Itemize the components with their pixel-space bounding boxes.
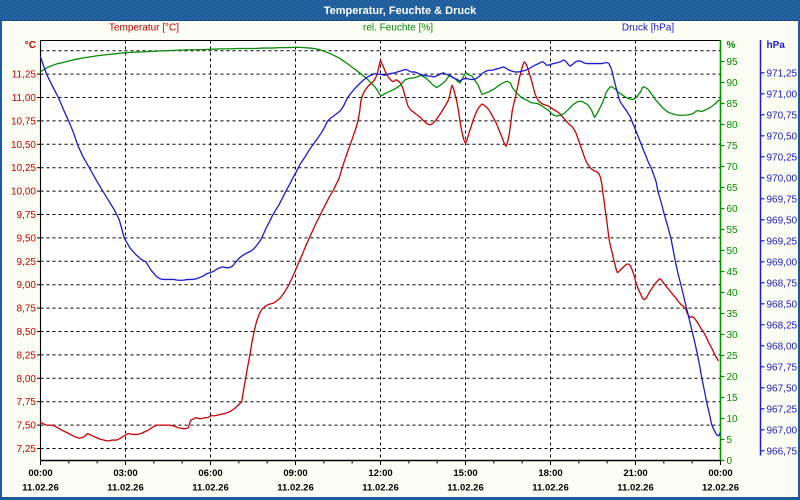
pressure-tick-label: 969,75	[767, 194, 798, 205]
humidity-tick-label: 70	[727, 162, 739, 173]
temp-tick-label: 7,25	[17, 444, 37, 455]
pressure-tick-label: 970,00	[767, 173, 798, 184]
temp-tick-label: 11,00	[12, 93, 37, 104]
humidity-tick-label: 5	[727, 435, 733, 446]
pressure-tick-label: 966,75	[767, 446, 798, 457]
humidity-tick-label: 10	[727, 414, 739, 425]
temp-tick-label: 7,50	[17, 421, 37, 432]
temp-axis: 11,25 11,00 10,75 10,50 10,25 10,00 9,75 9,50 9,…	[11, 40, 41, 455]
humidity-tick-label: 40	[727, 288, 739, 299]
pressure-tick-label: 970,25	[767, 152, 798, 163]
x-time-label: 18:00	[538, 468, 562, 479]
x-date-label: 11.02.26	[22, 483, 58, 494]
title-bar-background	[0, 0, 800, 20]
x-date-label: 11.02.26	[107, 483, 143, 494]
temp-tick-label: 9,50	[17, 233, 37, 244]
humidity-tick-label: 30	[727, 330, 739, 341]
temp-tick-label: 8,50	[17, 327, 37, 338]
pressure-tick-label: 971,00	[767, 89, 798, 100]
series-label-pressure: Druck [hPa]	[622, 23, 674, 34]
frame-bottom	[0, 497, 800, 500]
temp-tick-label: 8,25	[17, 350, 37, 361]
humidity-tick-label: 50	[727, 246, 739, 257]
humidity-tick-label: 0	[727, 456, 733, 467]
x-date-label: 11.02.26	[362, 483, 398, 494]
humidity-tick-label: 20	[727, 372, 739, 383]
temp-tick-label: 9,00	[17, 280, 37, 291]
pressure-tick-label: 971,25	[767, 68, 798, 79]
x-time-label: 00:00	[28, 468, 52, 479]
pressure-tick-label: 967,75	[767, 362, 798, 373]
x-date-label: 11.02.26	[617, 483, 653, 494]
pressure-tick-label: 968,00	[767, 341, 798, 352]
temp-tick-label: 10,00	[11, 187, 36, 198]
x-date-label: 11.02.26	[532, 483, 568, 494]
frame-right	[798, 20, 800, 500]
temp-tick-label: 9,25	[17, 257, 37, 268]
x-axis: 00:00 11.02.26 03:00 11.02.26 06:00 11.02.26 0…	[22, 460, 739, 494]
x-time-label: 06:00	[198, 468, 222, 479]
pressure-tick-label: 969,50	[767, 215, 798, 226]
window-title: Temperatur, Feuchte & Druck	[324, 5, 477, 17]
title-bar: Temperatur, Feuchte & Druck	[0, 0, 800, 21]
x-time-label: 00:00	[708, 468, 732, 479]
page-frame	[0, 20, 800, 500]
curve-temp	[39, 59, 719, 442]
temp-tick-label: 9,75	[17, 210, 37, 221]
temp-tick-label: 11,25	[12, 70, 37, 81]
x-date-label: 11.02.26	[447, 483, 483, 494]
curves	[39, 46, 722, 442]
pressure-axis: 971,25 971,00 970,75 970,50 970,25 970,00 969,…	[759, 40, 798, 457]
pressure-tick-label: 968,75	[767, 278, 798, 289]
temp-unit-label: °C	[25, 40, 36, 51]
temp-tick-label: 8,75	[17, 304, 37, 315]
humidity-tick-label: 65	[727, 183, 739, 194]
pressure-tick-label: 968,50	[767, 299, 798, 310]
x-date-label: 12.02.26	[702, 483, 739, 494]
series-label-humidity: rel. Feuchte [%]	[363, 23, 433, 34]
humidity-tick-label: 75	[727, 141, 739, 152]
pressure-tick-label: 967,25	[767, 404, 798, 415]
x-time-label: 12:00	[368, 468, 392, 479]
x-time-label: 21:00	[623, 468, 647, 479]
temp-tick-label: 10,75	[11, 116, 36, 127]
pressure-tick-label: 967,00	[767, 425, 798, 436]
humidity-tick-label: 85	[727, 99, 739, 110]
pressure-tick-label: 968,25	[767, 320, 798, 331]
pressure-unit-label: hPa	[767, 40, 786, 51]
humidity-tick-label: 80	[727, 120, 739, 131]
x-date-label: 11.02.26	[277, 483, 313, 494]
humidity-tick-label: 60	[727, 204, 739, 215]
humidity-tick-label: 35	[727, 309, 739, 320]
curve-pressure	[39, 56, 721, 437]
x-time-label: 09:00	[283, 468, 307, 479]
humidity-tick-label: 15	[727, 393, 739, 404]
humidity-tick-label: 45	[727, 267, 739, 278]
humidity-tick-label: 55	[727, 225, 739, 236]
curve-humidity	[39, 46, 722, 119]
x-time-label: 15:00	[453, 468, 477, 479]
pressure-tick-label: 967,50	[767, 383, 798, 394]
series-header-labels: Temperatur [°C] rel. Feuchte [%] Druck [hP…	[109, 23, 674, 34]
series-label-temp: Temperatur [°C]	[109, 23, 179, 34]
temp-tick-label: 10,25	[11, 163, 36, 174]
pressure-tick-label: 970,75	[767, 110, 798, 121]
pressure-tick-label: 969,00	[767, 257, 798, 268]
gridlines	[40, 40, 721, 461]
temp-tick-label: 8,00	[17, 374, 37, 385]
humidity-unit-label: %	[727, 40, 736, 51]
x-time-label: 03:00	[113, 468, 137, 479]
humidity-tick-label: 95	[727, 57, 739, 68]
temp-tick-label: 7,75	[17, 397, 37, 408]
humidity-tick-label: 25	[727, 351, 739, 362]
pressure-tick-label: 969,25	[767, 236, 798, 247]
temp-tick-label: 10,50	[11, 140, 36, 151]
pressure-tick-label: 970,50	[767, 131, 798, 142]
x-date-label: 11.02.26	[192, 483, 228, 494]
humidity-tick-label: 90	[727, 78, 739, 89]
frame-left	[0, 20, 2, 500]
